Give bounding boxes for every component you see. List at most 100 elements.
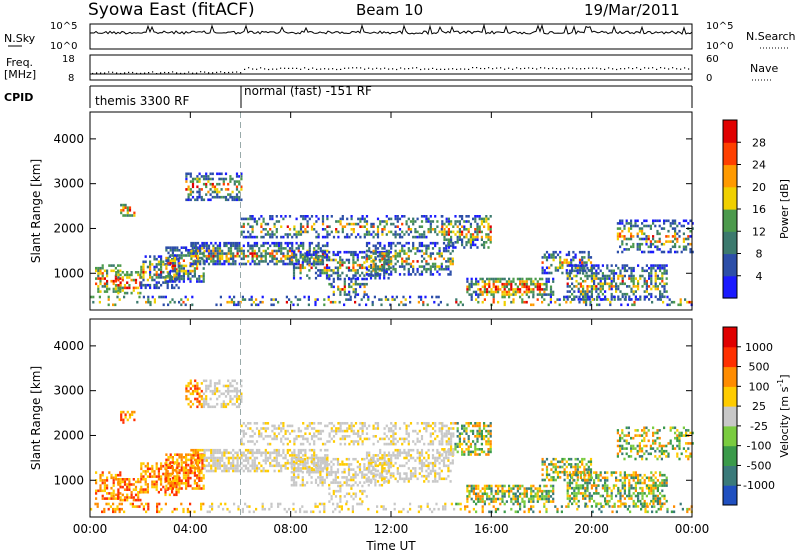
cpid-segment-1: themis 3300 RF [95, 94, 189, 108]
velocity-colorbar: 1000 500 100 25 -25 -100 -500 -1000 Velocity [m … [722, 326, 791, 506]
nave-dot [212, 72, 214, 74]
ytick-label: 3000 [53, 384, 84, 398]
beam-title: Beam 10 [356, 1, 423, 19]
nave-dot [520, 68, 522, 70]
nave-dot [328, 68, 330, 70]
nave-dot [680, 68, 682, 70]
nave-dot [628, 67, 630, 69]
nave-dot [544, 67, 546, 69]
nave-dot [184, 72, 186, 74]
station-title: Syowa East (fitACF) [88, 0, 255, 20]
nsky-trace [89, 23, 693, 36]
nave-dot [120, 72, 122, 75]
nave-dot [548, 68, 550, 70]
nave-dots [92, 67, 690, 75]
nave-dot [248, 67, 250, 69]
nave-dot [652, 67, 654, 69]
xtick-label: 08:00 [273, 522, 308, 536]
nave-dot [604, 68, 606, 70]
nsky-label: N.Sky [4, 32, 36, 45]
nave-dot [468, 68, 470, 70]
nave-dot [664, 67, 666, 69]
nave-dot [452, 68, 454, 70]
ytick-label: 1000 [53, 266, 84, 280]
nave-dot [596, 67, 598, 69]
nave-dot [576, 68, 578, 70]
nave-dot [624, 68, 626, 70]
nave-dot [356, 67, 358, 69]
nave-dot [444, 68, 446, 70]
nave-dot [540, 67, 542, 69]
nave-dot [456, 68, 458, 70]
nave-dot [676, 68, 678, 70]
nave-dot [96, 72, 98, 74]
nave-dot [340, 68, 342, 70]
nave-dot [168, 72, 170, 74]
nave-dot [100, 72, 102, 74]
colorbar-tick: 100 [749, 380, 770, 393]
nave-dot [176, 72, 178, 74]
nave-dot [380, 68, 382, 70]
nave-dot [592, 67, 594, 69]
colorbar-tick: 25 [752, 400, 766, 413]
nave-dot [224, 72, 226, 74]
nave-dot [116, 72, 118, 74]
freq-tick-top: 18 [62, 54, 75, 65]
nave-dot [496, 67, 498, 69]
nave-dot [304, 67, 306, 69]
ytick-label: 2000 [53, 428, 84, 442]
nave-dot [428, 68, 430, 70]
xtick-label: 12:00 [374, 522, 409, 536]
nave-dot [476, 67, 478, 69]
ylabel: Slant Range [km] [29, 366, 43, 470]
colorbar-tick: 4 [756, 270, 763, 283]
nave-dot [420, 68, 422, 71]
ytick-label: 4000 [53, 132, 84, 146]
colorbar-tick: 28 [752, 136, 766, 149]
nave-dot [612, 68, 614, 70]
nave-dot [324, 68, 326, 70]
nave-dot [584, 68, 586, 70]
nave-dot [132, 71, 134, 74]
colorbar-tick: 24 [752, 159, 766, 172]
nave-dot [512, 68, 514, 70]
nave-dot [488, 67, 490, 69]
nave-dot [484, 68, 486, 70]
ytick-label: 4000 [53, 339, 84, 353]
nave-dot [204, 71, 206, 73]
nave-dot [344, 67, 346, 69]
xtick-label: 04:00 [173, 522, 208, 536]
nave-dot [532, 67, 534, 69]
nave-dot [316, 68, 318, 70]
nave-dot [220, 71, 222, 73]
nave-dot [332, 68, 334, 70]
nave-dot [396, 68, 398, 71]
nave-dot [284, 67, 286, 69]
ytick-label: 3000 [53, 177, 84, 191]
freq-panel: Freq. [MHz] 18 8 60 0 Nave [4, 54, 778, 84]
nave-dot [436, 68, 438, 70]
nave-dot [528, 67, 530, 69]
colorbar-tick: 16 [752, 203, 766, 216]
freq-label-line2: [MHz] [4, 68, 36, 81]
nave-dot [620, 68, 622, 70]
colorbar-tick: -1000 [743, 479, 775, 492]
nave-dot [368, 67, 370, 69]
nave-dot [608, 67, 610, 69]
nave-dot [424, 68, 426, 70]
nave-dot [440, 68, 442, 70]
nave-dot [448, 68, 450, 70]
colorbar-tick: 8 [756, 248, 763, 261]
nave-dot [280, 67, 282, 69]
colorbar-label: Velocity [m s-1] [776, 374, 791, 457]
nave-dot [236, 71, 238, 73]
nave-dot [588, 67, 590, 69]
nave-dot [408, 68, 410, 70]
nave-dot [560, 68, 562, 70]
colorbar-label: Power [dB] [778, 179, 791, 239]
nave-dot [640, 68, 642, 70]
nave-tick-top: 60 [706, 54, 719, 65]
nave-dot [216, 71, 218, 73]
nave-dot [264, 68, 266, 70]
nsky-tick-bottom: 10^0 [50, 41, 77, 52]
